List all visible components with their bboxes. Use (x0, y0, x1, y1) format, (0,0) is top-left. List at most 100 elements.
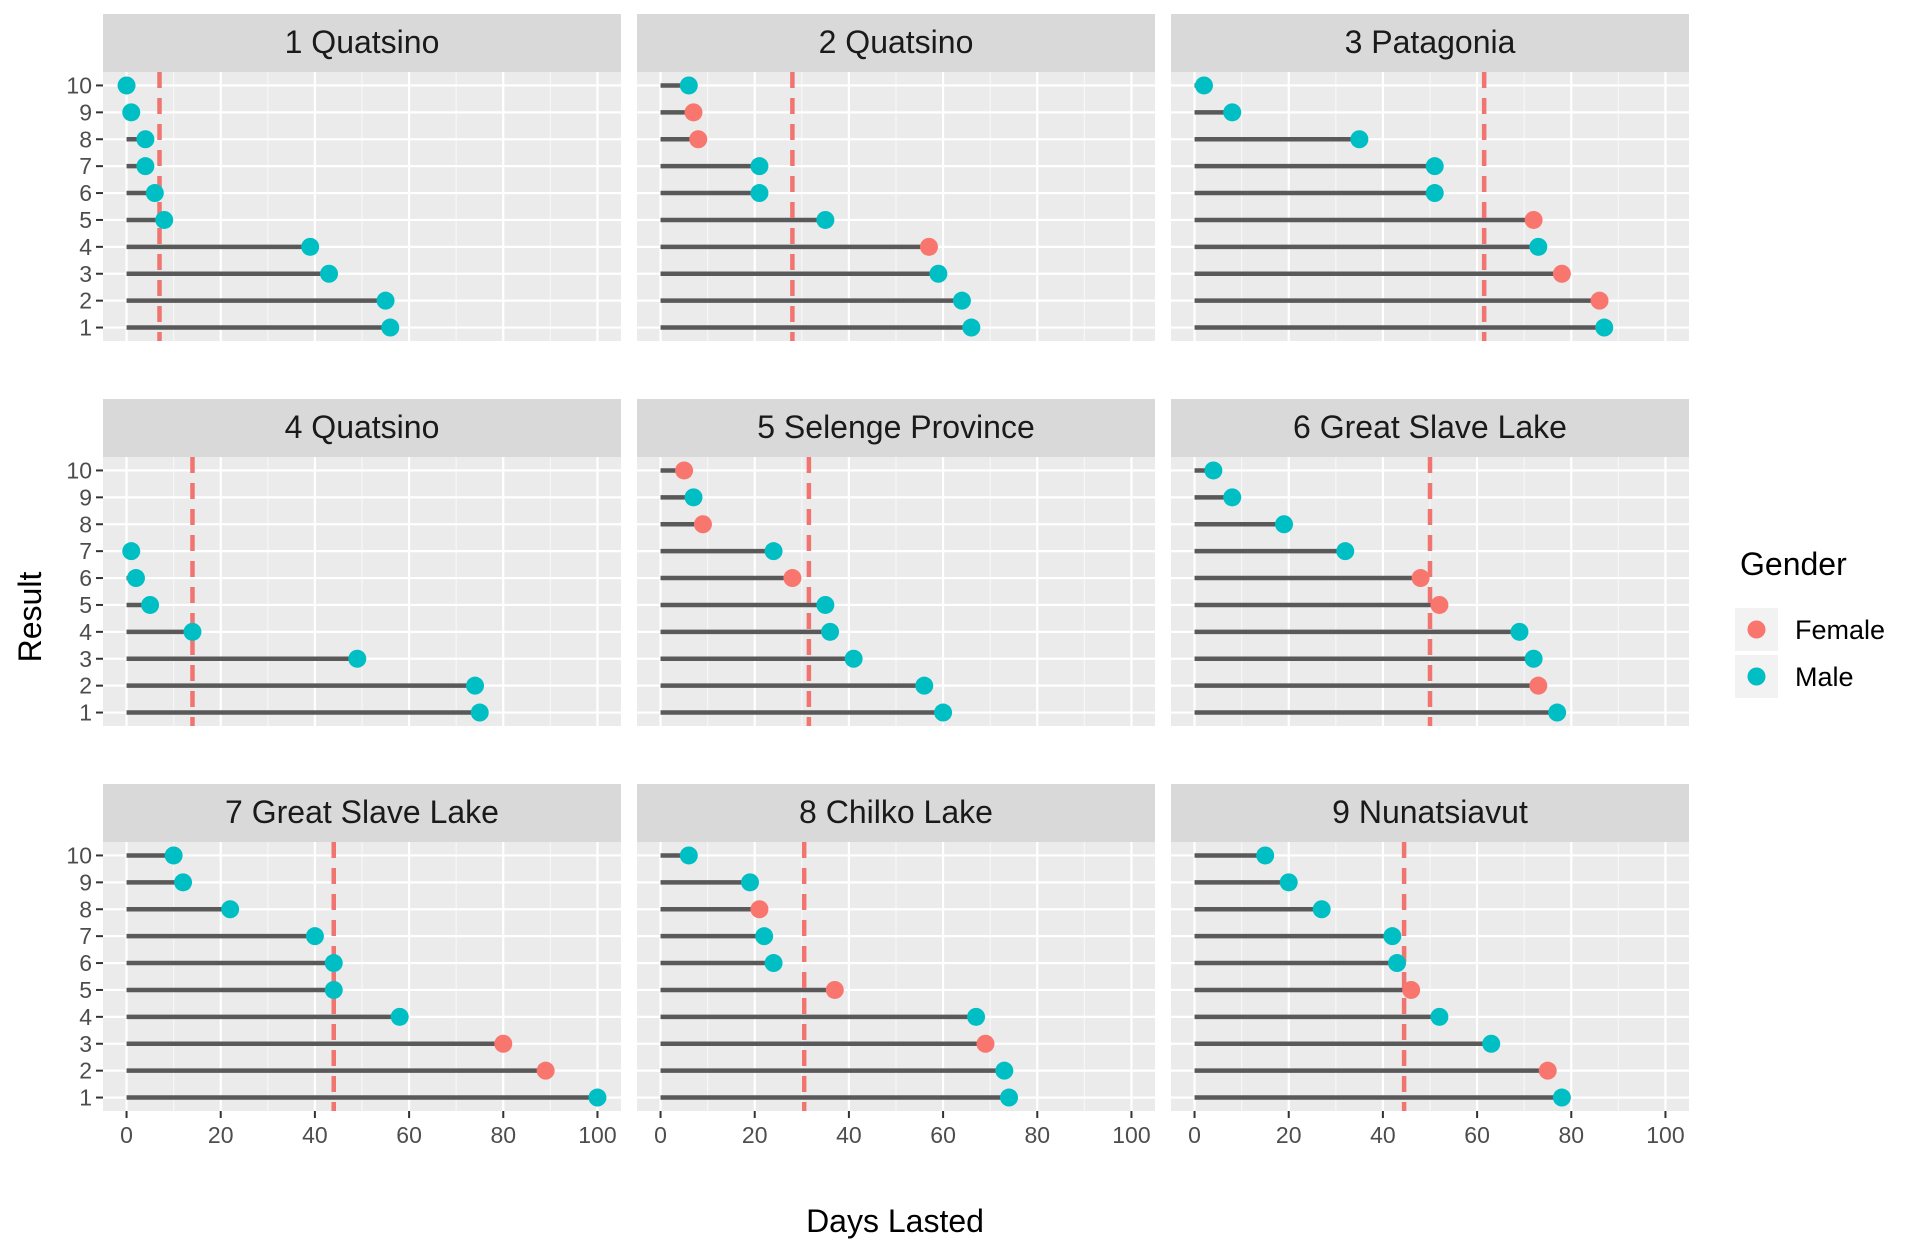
data-point-male (684, 488, 703, 507)
data-point-male (348, 649, 367, 668)
y-tick-label: 3 (79, 261, 92, 287)
data-point-male (1223, 103, 1242, 122)
data-point-male (816, 210, 835, 229)
panel-title: 8 Chilko Lake (799, 794, 993, 830)
y-tick-label: 7 (79, 538, 92, 564)
data-point-female (1590, 291, 1609, 310)
legend: Gender Female Male (1735, 546, 1885, 698)
data-point-male (1279, 873, 1298, 892)
x-tick-label: 100 (1646, 1122, 1684, 1148)
data-point-male (1529, 237, 1548, 256)
data-point-male (126, 569, 145, 588)
x-tick-label: 0 (1188, 1122, 1201, 1148)
panel-title: 9 Nunatsiavut (1332, 794, 1528, 830)
data-point-female (1402, 980, 1421, 999)
panel-strip (103, 399, 621, 457)
data-point-male (1312, 900, 1331, 919)
panel-strip (1171, 399, 1689, 457)
data-point-male (381, 318, 400, 337)
y-tick-label: 7 (79, 153, 92, 179)
data-point-male (915, 676, 934, 695)
data-point-male (1548, 703, 1567, 722)
x-tick-label: 80 (1558, 1122, 1584, 1148)
y-tick-label: 7 (79, 923, 92, 949)
panel-strip (103, 14, 621, 72)
data-point-male (324, 980, 343, 999)
data-point-male (141, 595, 160, 614)
data-point-female (689, 130, 708, 149)
y-tick-label: 8 (79, 896, 92, 922)
y-tick-label: 9 (79, 869, 92, 895)
y-tick-label: 5 (79, 207, 92, 233)
data-point-female (1430, 595, 1449, 614)
x-tick-label: 80 (1024, 1122, 1050, 1148)
data-point-male (764, 542, 783, 561)
data-point-male (844, 649, 863, 668)
data-point-male (183, 622, 202, 641)
data-point-male (1482, 1034, 1501, 1053)
data-point-male (324, 954, 343, 973)
data-point-male (741, 873, 760, 892)
data-point-male (1350, 130, 1369, 149)
data-point-female (1538, 1061, 1557, 1080)
y-tick-label: 4 (79, 234, 92, 260)
data-point-male (934, 703, 953, 722)
data-point-female (825, 980, 844, 999)
data-point-male (995, 1061, 1014, 1080)
x-tick-label: 60 (396, 1122, 422, 1148)
panel-title: 4 Quatsino (285, 409, 440, 445)
data-point-male (466, 676, 485, 695)
data-point-male (1425, 184, 1444, 203)
x-tick-label: 100 (578, 1122, 616, 1148)
data-point-male (952, 291, 971, 310)
legend-title: Gender (1740, 546, 1847, 582)
y-tick-label: 3 (79, 1031, 92, 1057)
panel-strip (1171, 784, 1689, 842)
data-point-male (764, 954, 783, 973)
panel-title: 6 Great Slave Lake (1293, 409, 1567, 445)
panel-strip (637, 14, 1155, 72)
y-tick-label: 10 (66, 842, 92, 868)
data-point-male (301, 237, 320, 256)
data-point-male (588, 1088, 607, 1107)
data-point-male (750, 157, 769, 176)
data-point-female (976, 1034, 995, 1053)
x-tick-label: 20 (1276, 1122, 1302, 1148)
y-tick-label: 6 (79, 950, 92, 976)
data-point-male (145, 184, 164, 203)
legend-label-male: Male (1795, 662, 1854, 692)
data-point-male (1552, 1088, 1571, 1107)
data-point-male (755, 927, 774, 946)
y-tick-label: 3 (79, 646, 92, 672)
data-point-male (174, 873, 193, 892)
data-point-female (1411, 569, 1430, 588)
data-point-male (376, 291, 395, 310)
y-tick-label: 4 (79, 619, 92, 645)
data-point-male (816, 595, 835, 614)
panel-strip (1171, 14, 1689, 72)
data-point-male (470, 703, 489, 722)
panel-8: 8 Chilko Lake 0 20 40 60 80 100 (637, 784, 1155, 1148)
data-point-male (122, 103, 141, 122)
data-point-male (1510, 622, 1529, 641)
data-point-female (1552, 264, 1571, 283)
data-point-male (1000, 1088, 1019, 1107)
y-tick-label: 10 (66, 457, 92, 483)
data-point-female (693, 515, 712, 534)
y-tick-label: 9 (79, 484, 92, 510)
data-point-male (1275, 515, 1294, 534)
legend-label-female: Female (1795, 615, 1885, 645)
panel-title: 3 Patagonia (1345, 24, 1516, 60)
data-point-male (320, 264, 339, 283)
y-tick-label: 2 (79, 288, 92, 314)
legend-swatch-male (1747, 667, 1766, 686)
data-point-female (684, 103, 703, 122)
data-point-female (675, 461, 694, 480)
data-point-male (155, 210, 174, 229)
data-point-male (679, 76, 698, 95)
y-tick-label: 1 (79, 315, 92, 341)
